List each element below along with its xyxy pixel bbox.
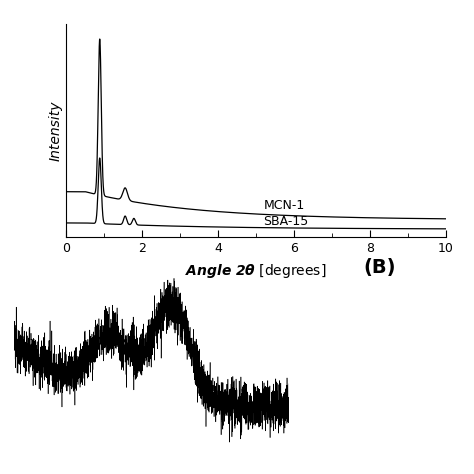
Y-axis label: Intensity: Intensity [48, 100, 62, 161]
Text: SBA-15: SBA-15 [264, 215, 309, 228]
Text: MCN-1: MCN-1 [264, 199, 305, 212]
Text: (B): (B) [363, 258, 395, 277]
X-axis label: $\bfit{Angle}$ $\bfit{2\theta}$ [degrees]: $\bfit{Angle}$ $\bfit{2\theta}$ [degrees… [185, 262, 327, 280]
